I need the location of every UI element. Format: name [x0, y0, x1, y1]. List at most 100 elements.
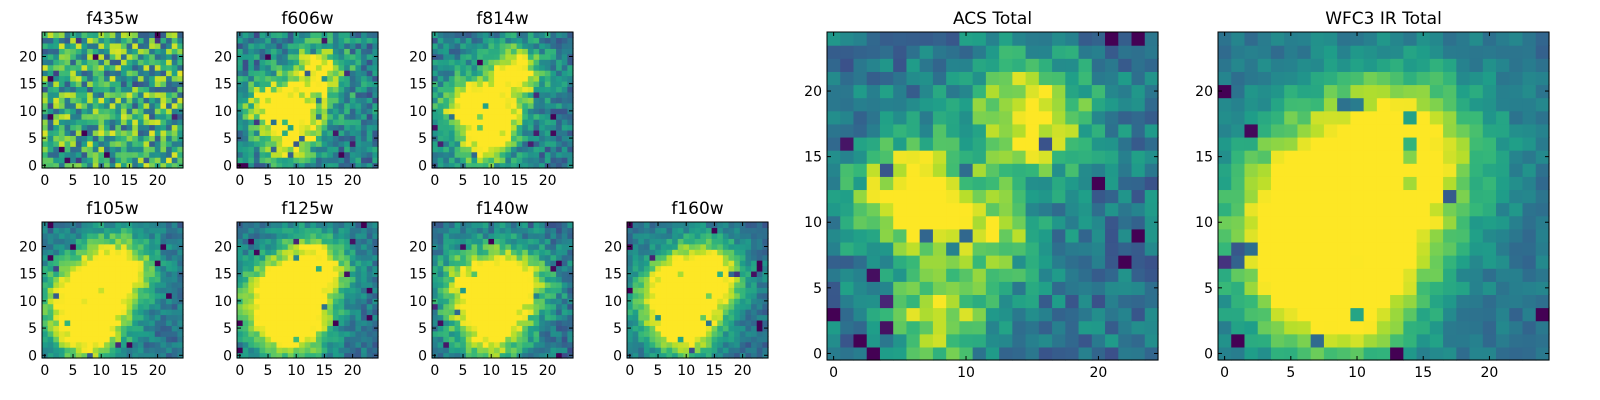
heatmap-cell — [355, 113, 362, 120]
heatmap-cell — [432, 319, 439, 326]
heatmap-cell — [92, 70, 99, 77]
heatmap-cell — [344, 32, 351, 39]
heatmap-cell — [304, 314, 311, 321]
heatmap-cell — [751, 281, 758, 288]
heatmap-cell — [539, 352, 546, 359]
heatmap-cell — [448, 113, 456, 120]
heatmap-cell — [499, 151, 506, 158]
heatmap-cell — [276, 336, 283, 343]
heatmap-cell — [310, 129, 317, 136]
heatmap-cell — [734, 314, 741, 321]
heatmap-cell — [53, 341, 60, 348]
heatmap-cell — [437, 276, 444, 283]
heatmap-cell — [471, 270, 478, 277]
heatmap-cell — [53, 64, 60, 71]
heatmap-cell — [372, 42, 379, 49]
heatmap-cell — [171, 319, 178, 326]
heatmap-cell — [522, 59, 529, 66]
heatmap-cell — [237, 37, 244, 44]
heatmap-cell — [115, 48, 122, 55]
heatmap-cell — [734, 254, 741, 261]
heatmap-cell — [1038, 320, 1053, 335]
heatmap-cell — [327, 146, 334, 153]
heatmap-cell — [539, 314, 546, 321]
heatmap-cell — [70, 281, 77, 288]
heatmap-cell — [1105, 215, 1119, 230]
heatmap-cell — [689, 336, 696, 343]
heatmap-cell — [539, 113, 546, 120]
heatmap-cell — [149, 151, 156, 158]
heatmap-cell — [344, 113, 351, 120]
heatmap-cell — [722, 254, 730, 261]
heatmap-cell — [522, 42, 529, 49]
heatmap-cell — [494, 119, 501, 126]
heatmap-cell — [115, 37, 122, 44]
heatmap-cell — [81, 298, 88, 305]
plot-frame — [431, 221, 574, 359]
heatmap-cell — [556, 70, 563, 77]
heatmap-cell — [160, 227, 167, 234]
heatmap-cell — [154, 113, 162, 120]
heatmap-cell — [893, 268, 908, 282]
heatmap-cell — [465, 140, 473, 147]
heatmap-cell — [282, 314, 289, 321]
heatmap-cell — [92, 319, 99, 326]
heatmap-cell — [544, 238, 552, 245]
heatmap-cell — [482, 113, 489, 120]
heatmap-cell — [310, 48, 317, 55]
heatmap-cell — [47, 314, 54, 321]
heatmap-cell — [98, 37, 105, 44]
heatmap-cell — [171, 222, 178, 229]
heatmap-cell — [561, 336, 568, 343]
heatmap-cell — [488, 314, 495, 321]
heatmap-cell — [454, 298, 461, 305]
heatmap-cell — [366, 238, 373, 245]
heatmap-cell — [527, 32, 535, 39]
heatmap-cell — [276, 287, 283, 294]
y-tick-label: 20 — [19, 49, 37, 65]
heatmap-cell — [1105, 202, 1119, 217]
heatmap-cell — [722, 314, 730, 321]
heatmap-cell — [270, 276, 278, 283]
heatmap-cell — [533, 135, 540, 142]
heatmap-cell — [75, 119, 83, 126]
heatmap-cell — [304, 303, 311, 310]
heatmap-cell — [516, 48, 523, 55]
y-tick-label: 0 — [223, 158, 232, 174]
heatmap-cell — [349, 48, 357, 55]
heatmap-cell — [556, 309, 563, 316]
heatmap-cell — [1091, 307, 1106, 322]
heatmap-cell — [64, 151, 71, 158]
heatmap-cell — [660, 298, 668, 305]
heatmap-cell — [728, 309, 735, 316]
heatmap-cell — [349, 108, 357, 115]
heatmap-cell — [505, 319, 512, 326]
heatmap-cell — [115, 298, 122, 305]
heatmap-cell — [739, 287, 747, 294]
heatmap-cell — [660, 265, 668, 272]
heatmap-cell — [270, 59, 278, 66]
heatmap-cell — [477, 75, 484, 82]
heatmap-cell — [149, 146, 156, 153]
heatmap-cell — [58, 32, 66, 39]
heatmap-cell — [293, 243, 300, 250]
heatmap-cell — [338, 347, 345, 354]
heatmap-cell — [627, 330, 634, 337]
heatmap-cell — [270, 124, 278, 131]
heatmap-cell — [270, 336, 278, 343]
heatmap-cell — [632, 238, 639, 245]
heatmap-cell — [550, 59, 557, 66]
heatmap-cell — [694, 260, 701, 267]
heatmap-cell — [550, 32, 557, 39]
heatmap-cell — [734, 319, 741, 326]
heatmap-cell — [1144, 163, 1159, 177]
heatmap-cell — [270, 64, 278, 71]
heatmap-cell — [149, 222, 156, 229]
heatmap-cell — [120, 70, 128, 77]
heatmap-cell — [460, 265, 467, 272]
heatmap-cell — [344, 157, 351, 164]
heatmap-cell — [355, 37, 362, 44]
heatmap-cell — [361, 53, 368, 60]
heatmap-cell — [109, 265, 116, 272]
heatmap-cell — [567, 146, 574, 153]
